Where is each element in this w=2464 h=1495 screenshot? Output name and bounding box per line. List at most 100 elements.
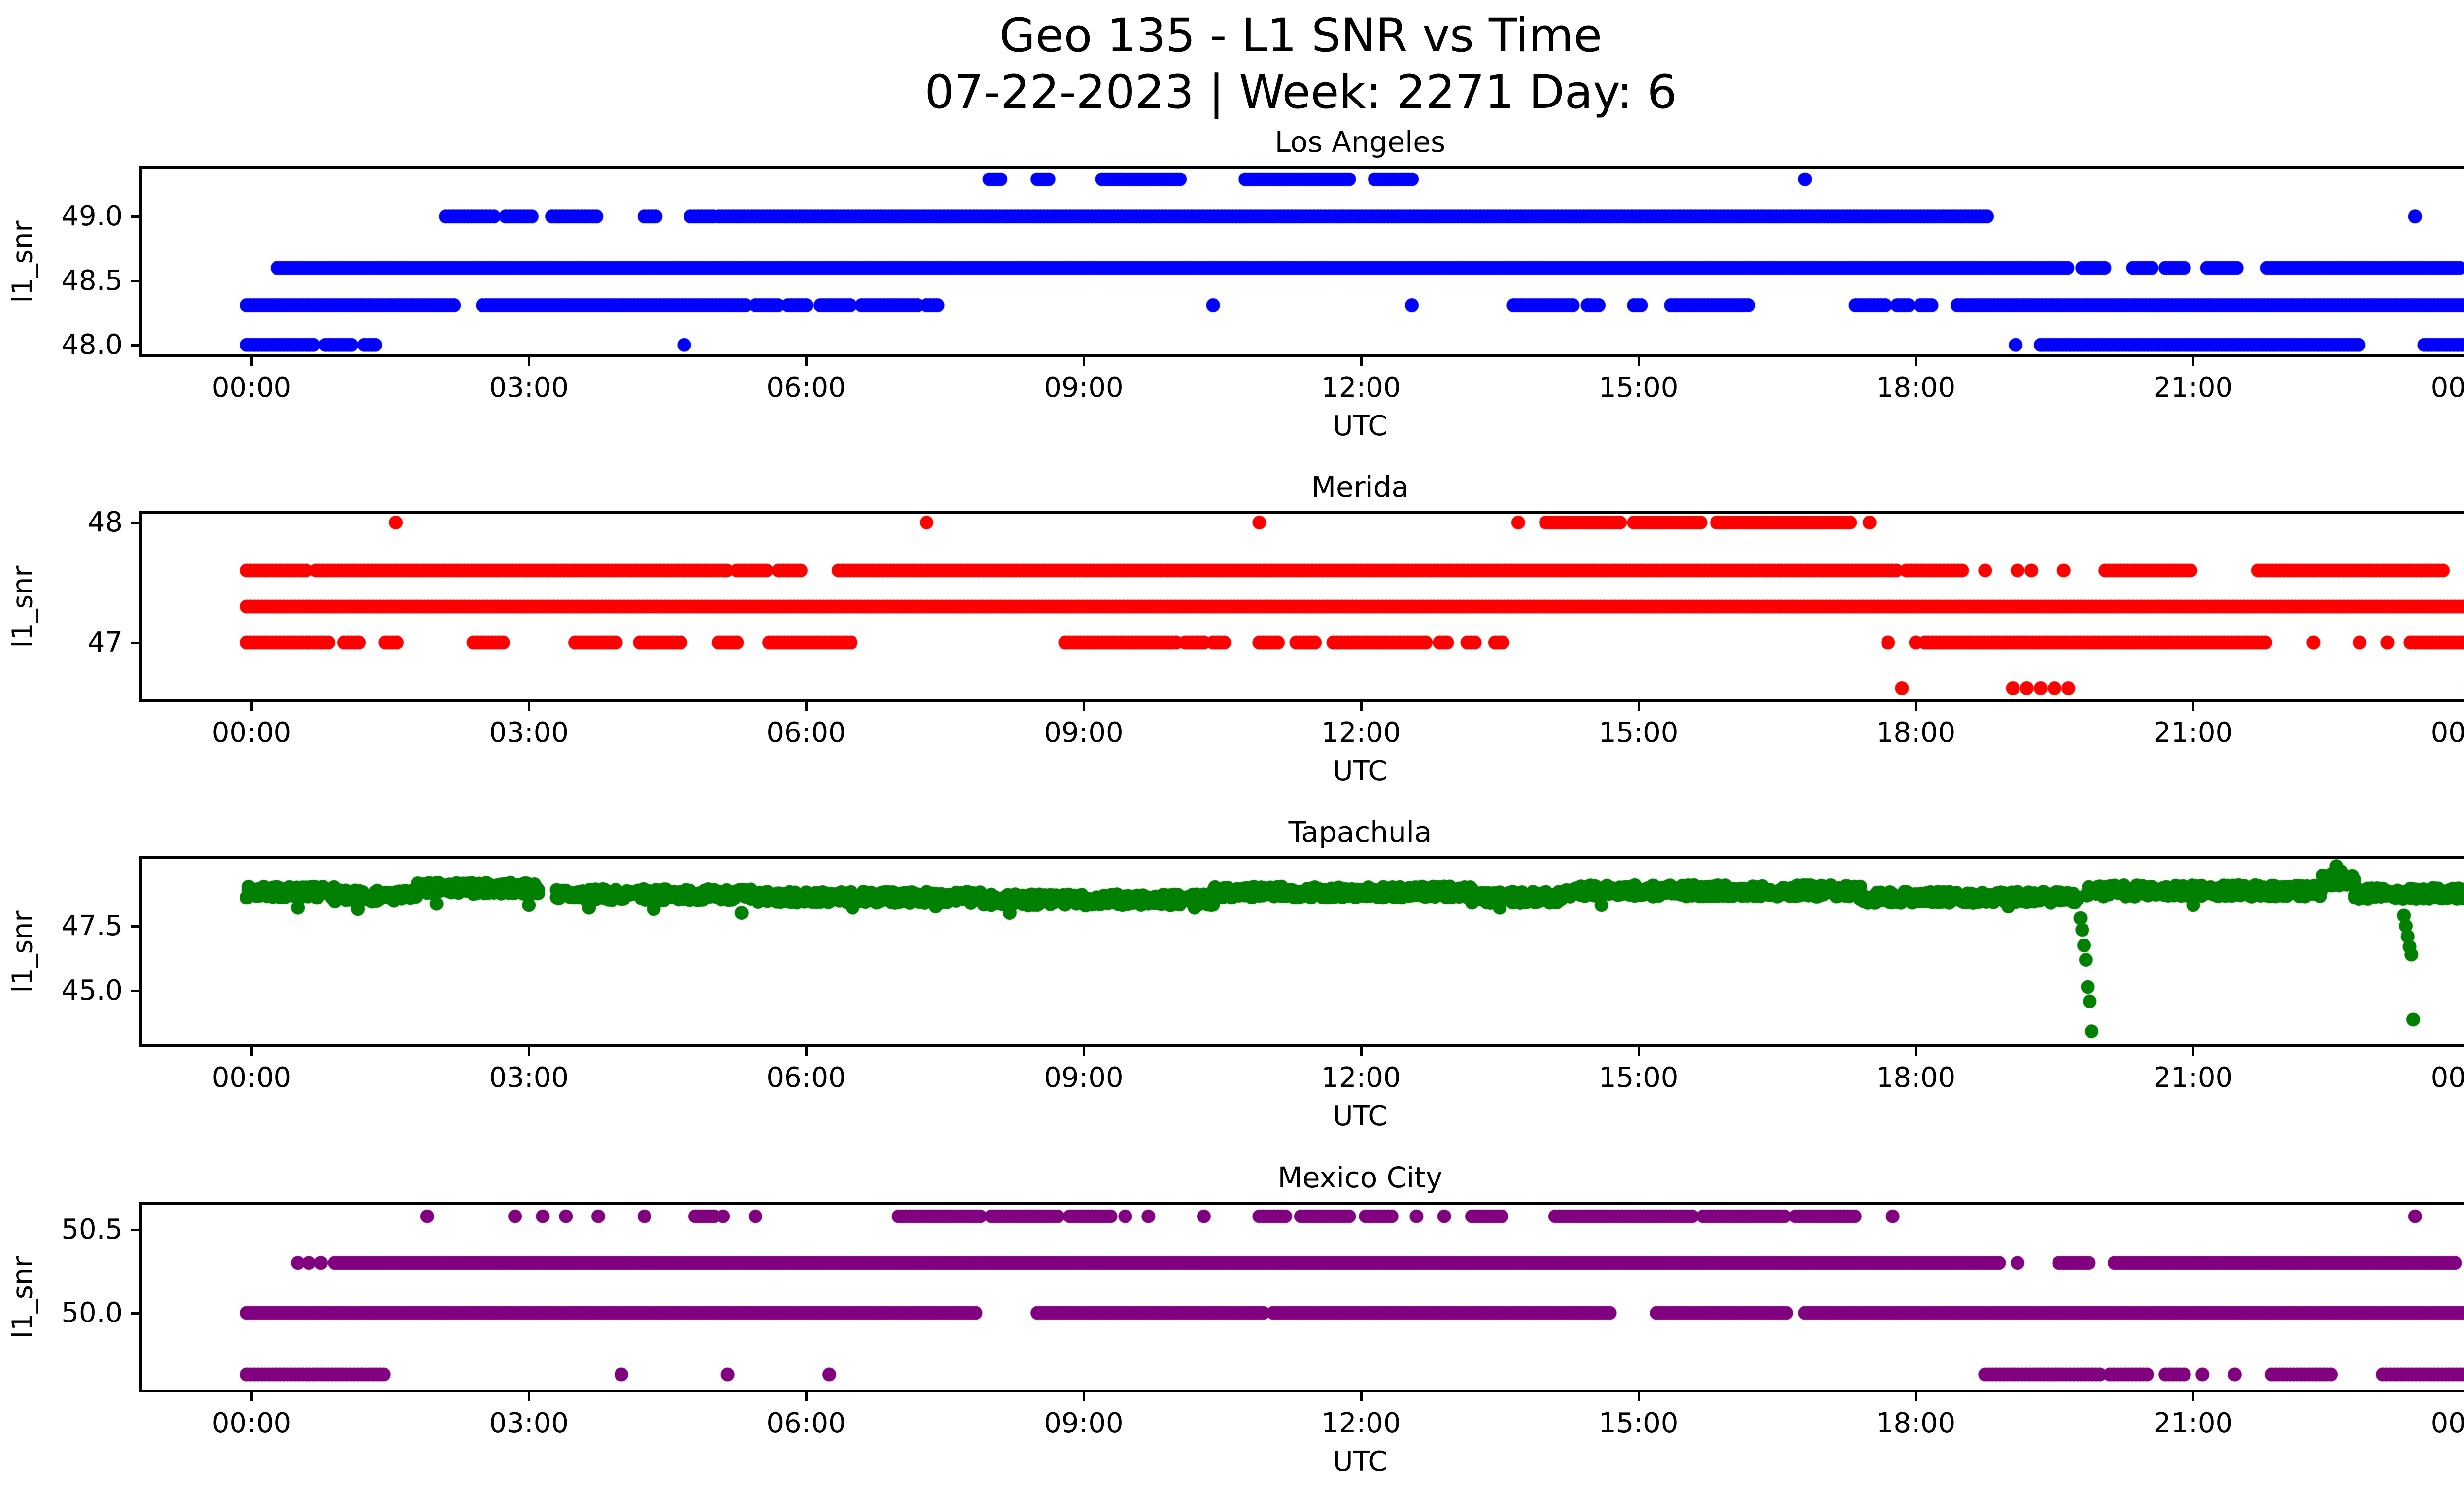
y-tick-mark xyxy=(131,279,139,282)
x-tick-mark xyxy=(805,357,808,366)
x-tick-mark xyxy=(805,702,808,711)
y-tick-label: 47.5 xyxy=(61,909,123,942)
y-tick-label: 49.0 xyxy=(61,200,123,233)
y-tick-label: 47 xyxy=(87,626,123,659)
x-tick-label: 09:00 xyxy=(1044,1407,1124,1439)
x-tick-label: 00:00 xyxy=(2430,717,2464,749)
x-tick-label: 21:00 xyxy=(2153,1407,2233,1439)
x-tick-mark xyxy=(1637,1047,1640,1056)
x-tick-mark xyxy=(1915,1047,1917,1056)
x-tick-label: 00:00 xyxy=(2430,1062,2464,1094)
x-tick-label: 09:00 xyxy=(1044,372,1124,404)
x-tick-mark xyxy=(1360,357,1363,366)
x-tick-label: 00:00 xyxy=(211,1407,292,1439)
x-tick-label: 03:00 xyxy=(489,1062,569,1094)
x-tick-mark xyxy=(528,357,531,366)
plot-area xyxy=(139,511,2464,702)
y-tick-label: 48.0 xyxy=(61,328,123,361)
x-tick-mark xyxy=(1637,1392,1640,1401)
x-tick-mark xyxy=(1083,1047,1085,1056)
y-tick-label: 50.0 xyxy=(61,1296,123,1329)
x-tick-mark xyxy=(805,1392,808,1401)
x-tick-label: 21:00 xyxy=(2153,717,2233,749)
scatter-canvas xyxy=(142,1205,2464,1390)
x-tick-label: 15:00 xyxy=(1599,1062,1678,1094)
x-tick-label: 06:00 xyxy=(766,372,846,404)
x-tick-label: 09:00 xyxy=(1044,717,1124,749)
x-tick-label: 18:00 xyxy=(1876,372,1956,404)
x-tick-label: 06:00 xyxy=(766,717,846,749)
subplot-title: Merida xyxy=(1311,470,1409,504)
x-tick-label: 00:00 xyxy=(211,1062,292,1094)
plot-area xyxy=(139,166,2464,357)
x-tick-label: 06:00 xyxy=(766,1062,846,1094)
x-axis-label: UTC xyxy=(1333,410,1388,442)
x-tick-mark xyxy=(250,702,253,711)
x-axis-label: UTC xyxy=(1333,755,1388,787)
x-tick-label: 09:00 xyxy=(1044,1062,1124,1094)
y-tick-mark xyxy=(131,1312,139,1315)
x-tick-mark xyxy=(1360,1392,1363,1401)
x-tick-mark xyxy=(2192,702,2195,711)
x-tick-mark xyxy=(250,1047,253,1056)
x-tick-mark xyxy=(1083,1392,1085,1401)
x-tick-mark xyxy=(250,357,253,366)
y-tick-mark xyxy=(131,522,139,524)
x-tick-label: 12:00 xyxy=(1321,1062,1401,1094)
plot-area xyxy=(139,1202,2464,1392)
x-tick-label: 18:00 xyxy=(1876,1062,1956,1094)
y-tick-label: 45.0 xyxy=(61,974,123,1007)
x-tick-mark xyxy=(1360,702,1363,711)
x-tick-label: 00:00 xyxy=(211,717,292,749)
plot-area xyxy=(139,856,2464,1047)
x-tick-mark xyxy=(1083,357,1085,366)
x-axis-label: UTC xyxy=(1333,1100,1388,1132)
scatter-canvas xyxy=(142,514,2464,699)
x-tick-label: 21:00 xyxy=(2153,1062,2233,1094)
y-tick-mark xyxy=(131,925,139,928)
y-tick-label: 50.5 xyxy=(61,1213,123,1246)
x-tick-label: 12:00 xyxy=(1321,1407,1401,1439)
scatter-canvas xyxy=(142,859,2464,1044)
x-tick-mark xyxy=(1915,702,1917,711)
x-tick-label: 03:00 xyxy=(489,372,569,404)
x-tick-label: 00:00 xyxy=(2430,1407,2464,1439)
y-tick-mark xyxy=(131,344,139,347)
scatter-canvas xyxy=(142,169,2464,354)
y-tick-label: 48 xyxy=(87,506,123,539)
x-tick-mark xyxy=(1915,1392,1917,1401)
subplot-title: Los Angeles xyxy=(1274,125,1446,159)
x-tick-mark xyxy=(2192,1047,2195,1056)
x-tick-label: 15:00 xyxy=(1599,372,1678,404)
y-tick-mark xyxy=(131,1228,139,1231)
x-tick-label: 18:00 xyxy=(1876,1407,1956,1439)
x-tick-label: 12:00 xyxy=(1321,372,1401,404)
figure-title-line2: 07-22-2023 | Week: 2271 Day: 6 xyxy=(924,65,1677,119)
x-tick-mark xyxy=(1637,702,1640,711)
x-axis-label: UTC xyxy=(1333,1446,1388,1478)
x-tick-mark xyxy=(1360,1047,1363,1056)
x-tick-mark xyxy=(528,702,531,711)
y-tick-label: 48.5 xyxy=(61,264,123,297)
x-tick-label: 15:00 xyxy=(1599,717,1678,749)
figure-title: Geo 135 - L1 SNR vs Time 07-22-2023 | We… xyxy=(0,8,2464,121)
x-tick-label: 03:00 xyxy=(489,1407,569,1439)
y-tick-mark xyxy=(131,990,139,993)
x-tick-mark xyxy=(2192,357,2195,366)
subplot-title: Tapachula xyxy=(1288,815,1432,849)
x-tick-label: 18:00 xyxy=(1876,717,1956,749)
y-tick-mark xyxy=(131,641,139,644)
x-tick-mark xyxy=(528,1392,531,1401)
x-tick-label: 00:00 xyxy=(211,372,292,404)
x-tick-label: 06:00 xyxy=(766,1407,846,1439)
x-tick-mark xyxy=(1915,357,1917,366)
x-tick-mark xyxy=(1083,702,1085,711)
x-tick-mark xyxy=(2192,1392,2195,1401)
x-tick-label: 15:00 xyxy=(1599,1407,1678,1439)
x-tick-label: 03:00 xyxy=(489,717,569,749)
x-tick-mark xyxy=(250,1392,253,1401)
x-tick-label: 21:00 xyxy=(2153,372,2233,404)
x-tick-mark xyxy=(528,1047,531,1056)
x-tick-mark xyxy=(805,1047,808,1056)
